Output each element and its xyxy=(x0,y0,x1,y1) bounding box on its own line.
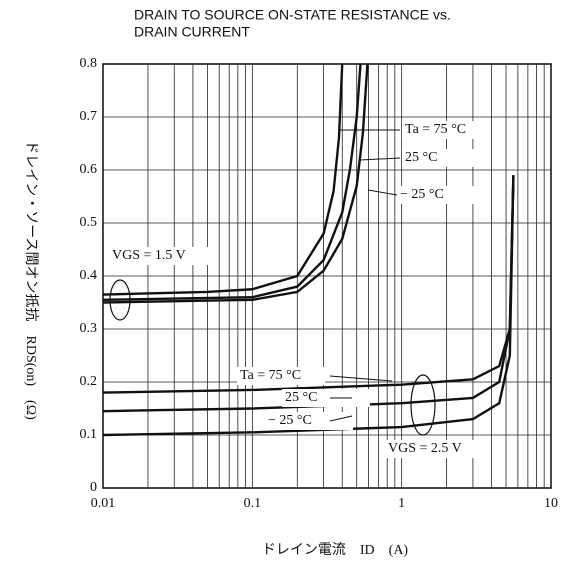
annotation: VGS = 1.5 V xyxy=(112,248,186,263)
y-tick-label: 0.5 xyxy=(80,215,98,230)
curve xyxy=(103,64,362,302)
annotation: VGS = 2.5 V xyxy=(388,441,462,456)
x-tick-label: 10 xyxy=(544,496,558,511)
annotation-bg xyxy=(237,367,325,385)
leader xyxy=(367,189,398,196)
annotation: − 25 °C xyxy=(400,187,444,202)
annotation-bg xyxy=(385,440,485,458)
x-tick-label: 1 xyxy=(398,496,405,511)
curve xyxy=(103,64,344,296)
x-tick-label: 0.1 xyxy=(244,496,262,511)
y-tick-label: 0.8 xyxy=(80,56,98,71)
leader xyxy=(329,415,353,422)
x-axis-label: ドレイン電流 ID (A) xyxy=(262,542,409,558)
y-tick-label: 0.4 xyxy=(80,268,98,283)
chart-title: DRAIN CURRENT xyxy=(134,24,250,40)
annotation-bg xyxy=(282,389,370,407)
bracket xyxy=(410,374,436,436)
y-tick-label: 0 xyxy=(90,480,97,495)
annotation-bg xyxy=(397,186,485,204)
annotation: Ta = 75 °C xyxy=(405,122,466,137)
y-tick-label: 0.1 xyxy=(80,427,98,442)
annotation-bg xyxy=(109,247,209,265)
y-tick-label: 0.2 xyxy=(80,374,98,389)
annotation: 25 °C xyxy=(405,150,437,165)
y-tick-label: 0.6 xyxy=(80,162,98,177)
annotation: 25 °C xyxy=(285,390,317,405)
annotation: − 25 °C xyxy=(268,413,312,428)
bracket xyxy=(109,279,131,321)
x-tick-label: 0.01 xyxy=(91,496,116,511)
annotation: Ta = 75 °C xyxy=(240,368,301,383)
leader xyxy=(359,157,401,161)
leader xyxy=(329,375,393,382)
annotation-bg xyxy=(402,121,490,139)
y-tick-label: 0.3 xyxy=(80,321,98,336)
curve xyxy=(103,175,515,437)
curve xyxy=(103,64,369,304)
chart-title: DRAIN TO SOURCE ON-STATE RESISTANCE vs. xyxy=(134,7,451,23)
y-tick-label: 0.7 xyxy=(80,109,98,124)
annotation-bg xyxy=(402,149,490,167)
y-axis-label: ドレイン・ソース間オン抵抗 RDS(on) (Ω) xyxy=(23,140,39,420)
annotation-bg xyxy=(265,412,353,430)
